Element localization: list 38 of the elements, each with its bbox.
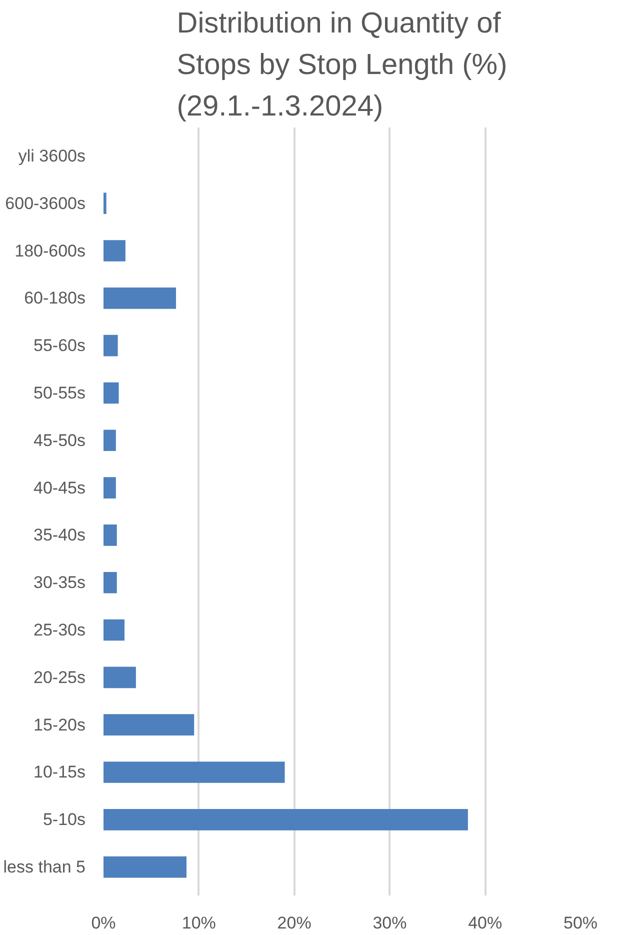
bar — [104, 524, 117, 546]
bar — [104, 714, 194, 736]
y-tick-label: 15-20s — [34, 715, 86, 734]
bar — [104, 288, 176, 309]
y-tick-label: 10-15s — [34, 762, 86, 782]
chart-title: Distribution in Quantity of Stops by Stop Length (%) (29.1.-1.3.2024) — [176, 7, 508, 122]
x-tick-label: 30% — [372, 914, 407, 932]
x-tick-label: 40% — [468, 914, 502, 932]
bar — [104, 666, 136, 688]
bar — [104, 334, 118, 356]
bar — [104, 762, 285, 783]
y-tick-label: 20-25s — [34, 668, 86, 687]
y-tick-label: 55-60s — [34, 336, 86, 356]
x-tick-label: 10% — [182, 914, 216, 932]
bar — [104, 808, 468, 830]
x-tick-label: 20% — [277, 914, 312, 932]
bar — [104, 619, 124, 641]
bar — [104, 572, 117, 594]
y-tick-label: 60-180s — [24, 288, 86, 308]
bar — [104, 192, 106, 214]
y-tick-label: 180-600s — [14, 241, 86, 260]
y-tick-label: less than 5 — [3, 858, 86, 877]
y-tick-label: 35-40s — [34, 526, 86, 545]
y-tick-label: yli 3600s — [18, 146, 86, 166]
bar — [104, 477, 116, 498]
bar — [104, 430, 116, 452]
y-tick-label: 5-10s — [42, 810, 86, 830]
y-tick-label: 25-30s — [34, 620, 86, 640]
x-tick-label: 50% — [563, 914, 598, 932]
y-tick-label: 50-55s — [34, 383, 86, 402]
bar — [104, 382, 119, 404]
x-tick-label: 0% — [91, 914, 116, 932]
y-tick-label: 30-35s — [34, 573, 86, 592]
y-tick-label: 600-3600s — [5, 194, 86, 213]
y-tick-label: 40-45s — [34, 478, 86, 498]
bar — [104, 240, 126, 262]
y-tick-label: 45-50s — [34, 430, 86, 450]
bar — [104, 856, 186, 878]
